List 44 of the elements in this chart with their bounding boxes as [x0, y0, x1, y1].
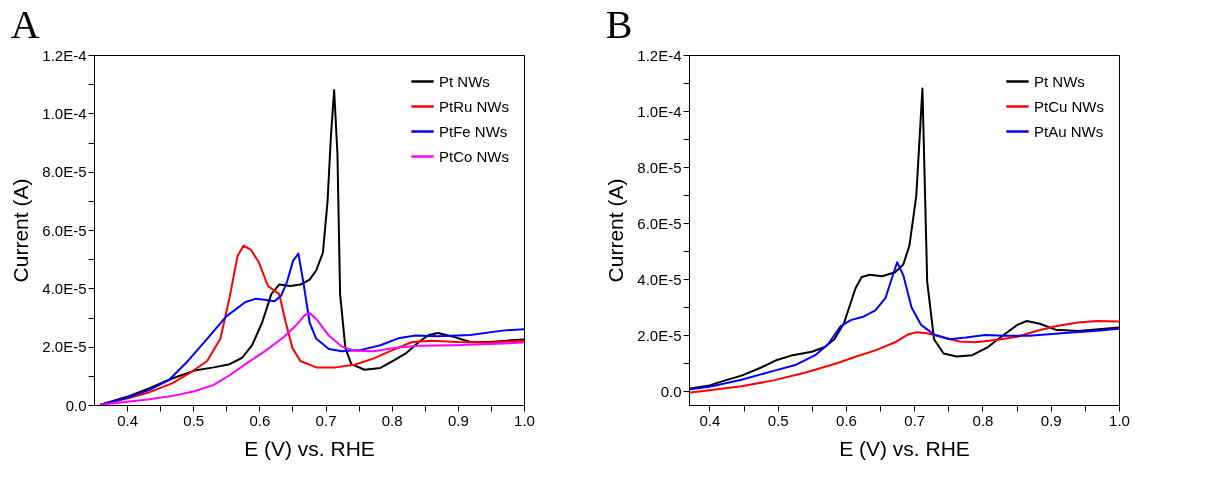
y-tick-label: 6.0E-5	[637, 214, 682, 232]
chart-title: A	[10, 2, 40, 47]
legend-label: PtAu NWs	[1034, 122, 1104, 140]
y-tick-label: 1.2E-4	[637, 46, 682, 64]
y-tick-label: 4.0E-5	[42, 279, 87, 297]
legend-label: PtCo NWs	[439, 147, 510, 165]
y-tick-label: 0.0	[660, 382, 682, 400]
x-tick-label: 1.0	[1109, 411, 1130, 429]
x-tick-label: 0.4	[117, 411, 139, 429]
y-tick-label: 1.0E-4	[637, 102, 682, 120]
x-axis-title: E (V) vs. RHE	[244, 436, 375, 460]
x-tick-label: 0.9	[447, 411, 469, 429]
x-tick-label: 0.5	[767, 411, 789, 429]
line-series	[100, 312, 524, 405]
x-tick-label: 0.7	[904, 411, 926, 429]
x-axis-title: E (V) vs. RHE	[839, 436, 970, 460]
y-axis-title: Current (A)	[9, 178, 33, 283]
chart-title: B	[605, 2, 633, 47]
x-tick-label: 1.0	[514, 411, 535, 429]
y-tick-label: 1.2E-4	[42, 46, 87, 64]
line-series	[689, 261, 1119, 391]
x-tick-label: 0.9	[1040, 411, 1062, 429]
x-tick-label: 0.7	[315, 411, 337, 429]
y-axis-title: Current (A)	[604, 178, 628, 283]
x-tick-label: 0.6	[249, 411, 271, 429]
y-tick-label: 6.0E-5	[42, 221, 87, 239]
y-tick-label: 8.0E-5	[42, 163, 87, 181]
y-tick-label: 0.0	[65, 396, 87, 414]
x-tick-label: 0.6	[836, 411, 857, 429]
y-tick-label: 1.0E-4	[42, 104, 87, 122]
legend-label: PtFe NWs	[439, 122, 508, 140]
x-tick-label: 0.8	[381, 411, 403, 429]
legend-label: PtRu NWs	[439, 97, 510, 115]
x-tick-label: 0.4	[699, 411, 721, 429]
x-tick-label: 0.8	[972, 411, 994, 429]
y-tick-label: 2.0E-5	[42, 338, 87, 356]
line-series	[689, 320, 1119, 394]
y-tick-label: 4.0E-5	[637, 270, 682, 288]
legend-label: PtCu NWs	[1034, 97, 1105, 115]
y-tick-label: 2.0E-5	[637, 326, 682, 344]
x-tick-label: 0.5	[183, 411, 205, 429]
legend-label: Pt NWs	[1034, 72, 1085, 90]
legend-label: Pt NWs	[439, 72, 490, 90]
y-tick-label: 8.0E-5	[637, 158, 682, 176]
